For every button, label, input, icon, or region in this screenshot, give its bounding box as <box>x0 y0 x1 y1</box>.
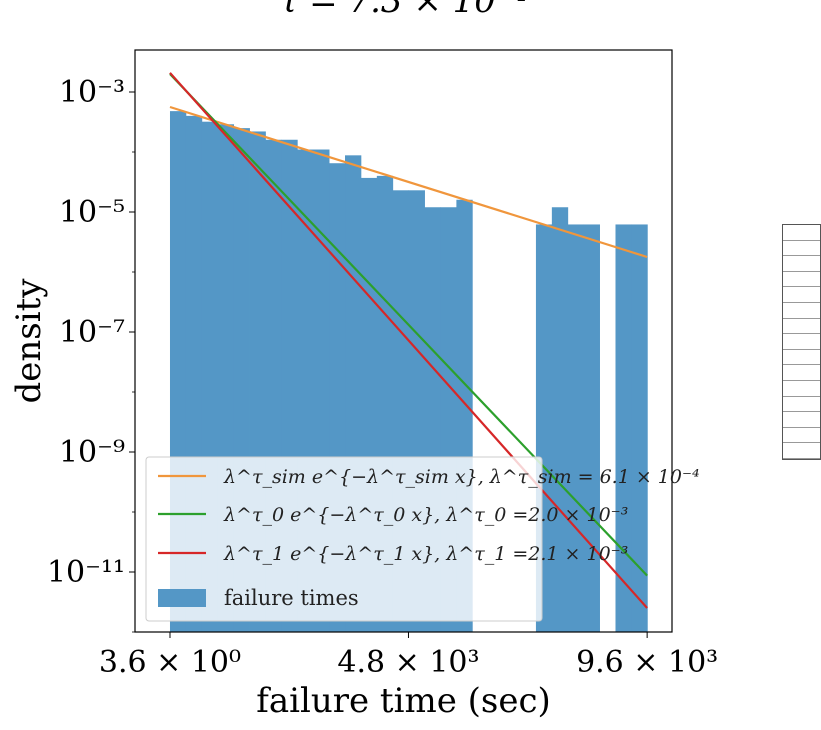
side-table-row <box>783 443 820 459</box>
axes-frame <box>134 49 673 633</box>
x-tick-label: 9.6 × 10³ <box>576 645 718 680</box>
histogram-bar <box>583 224 600 632</box>
side-table-row <box>783 365 820 381</box>
y-tick-label: 10⁻⁹ <box>59 435 125 470</box>
x-axis-label: failure time (sec) <box>256 681 551 721</box>
y-tick-label: 10⁻⁵ <box>59 195 125 230</box>
axes: 3.6 × 10⁰ 4.8 × 10³ 9.6 × 10³ 10⁻³ 10⁻⁵ 10⁻⁷ 1… <box>9 0 718 721</box>
side-table-row <box>783 225 820 241</box>
y-tick-label: 10⁻⁷ <box>59 315 125 350</box>
histogram-bar <box>615 224 632 632</box>
side-table-row <box>783 241 820 257</box>
side-table-row <box>783 350 820 366</box>
series-line-0 <box>169 105 648 259</box>
side-table-row <box>783 256 820 272</box>
histogram-bar <box>551 207 569 632</box>
histogram-bar <box>567 224 585 632</box>
side-thumbnail-table <box>782 224 821 460</box>
y-axis-label: density <box>9 278 49 404</box>
chart-title: τ = 7.3 × 10⁻⁴ <box>280 0 528 21</box>
side-table-row <box>783 428 820 444</box>
series-line-2 <box>169 72 648 609</box>
legend-label-2: λ^τ_1 e^{−λ^τ_1 x}, λ^τ_1 =2.1 × 10⁻³ <box>223 543 628 565</box>
y-tick-label: 10⁻³ <box>59 75 125 110</box>
legend-label-histogram: failure times <box>224 586 359 610</box>
side-table-row <box>783 334 820 350</box>
side-table-row <box>783 397 820 413</box>
side-table-row <box>783 319 820 335</box>
side-table-row <box>783 412 820 428</box>
side-table-row <box>783 303 820 319</box>
legend-label-0: λ^τ_sim e^{−λ^τ_sim x}, λ^τ_sim = 6.1 × … <box>223 466 700 488</box>
legend-label-1: λ^τ_0 e^{−λ^τ_0 x}, λ^τ_0 =2.0 × 10⁻³ <box>223 504 628 526</box>
side-table-row <box>783 287 820 303</box>
legend: λ^τ_sim e^{−λ^τ_sim x}, λ^τ_sim = 6.1 × … <box>145 456 700 622</box>
series-line-1 <box>169 73 648 577</box>
side-table-row <box>783 381 820 397</box>
y-tick-label: 10⁻¹¹ <box>47 555 125 590</box>
x-tick-label: 3.6 × 10⁰ <box>99 645 241 680</box>
legend-box <box>145 456 543 622</box>
histogram-bar <box>631 224 648 632</box>
legend-swatch-histogram <box>158 589 206 607</box>
x-tick-label: 4.8 × 10³ <box>337 645 479 680</box>
side-table-row <box>783 272 820 288</box>
